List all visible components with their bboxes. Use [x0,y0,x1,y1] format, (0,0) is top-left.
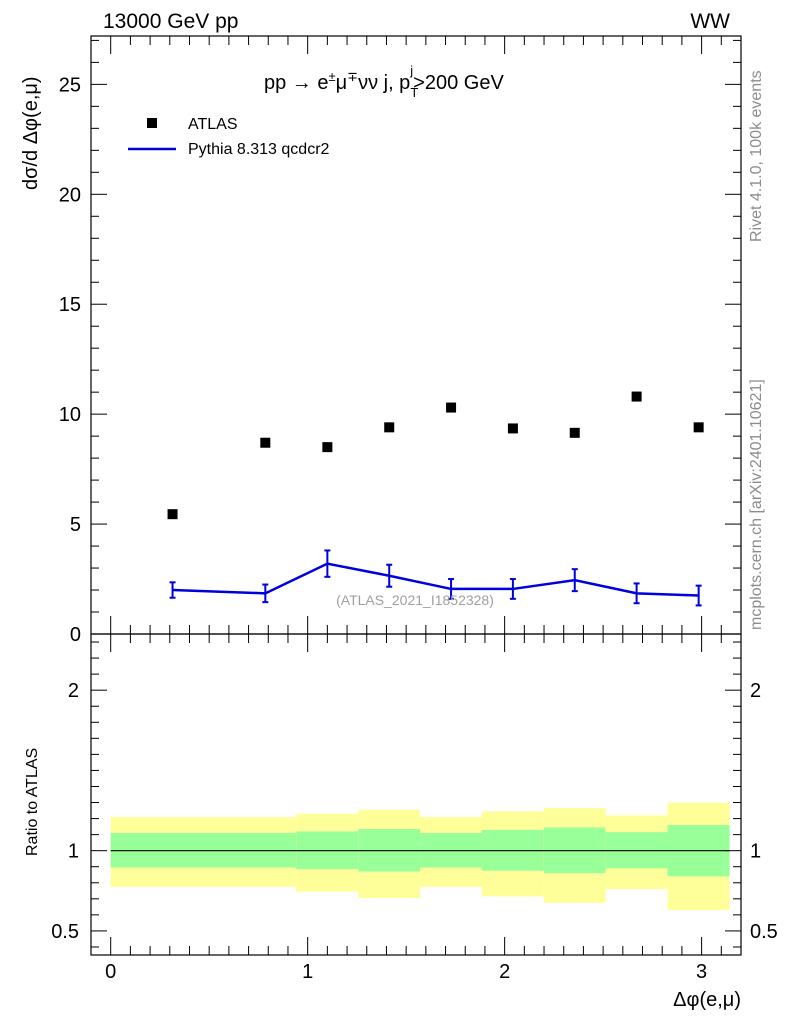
top-y-tick-label: 0 [70,624,81,646]
rivet-label: Rivet 4.1.0, 100k events [748,70,765,242]
ratio-y-axis [91,641,741,948]
atlas-point [446,402,457,413]
top-y-label: dσ/d Δφ(e,μ) [20,76,42,190]
ratio-y-tick-label: 2 [68,680,79,702]
x-tick-label: 3 [696,961,707,983]
x-tick-label: 1 [302,961,313,983]
pythia-line [172,562,699,597]
top-y-axis [91,39,741,635]
plot-title: pp → e±μ∓νν j, pTj>200 GeV [264,63,504,100]
top-y-tick-label: 20 [59,184,81,206]
ratio-x-axis: 0 1 2 3 [90,634,742,983]
atlas-point [384,422,395,433]
ratio-y-label: Ratio to ATLAS [24,748,41,856]
ratio-y-tick-label: 0.5 [51,921,79,943]
atlas-series [167,391,704,520]
x-tick-label: 2 [499,961,510,983]
ratio-plot: 0.5 0.5 1 1 2 2 0 1 2 3 Ratio to ATLAS Δφ(e,μ) [24,633,778,1011]
ratio-y-tick-labels: 0.5 0.5 1 1 2 2 [51,680,778,943]
pythia-series [169,549,702,607]
analysis-annotation: (ATLAS_2021_I1852328) [336,592,494,608]
atlas-point [569,427,580,438]
atlas-point [322,442,333,453]
atlas-point [167,509,178,520]
atlas-point [507,423,518,434]
top-y-tick-label: 25 [59,74,81,96]
legend-atlas-marker [147,118,157,128]
atlas-point [631,391,642,402]
main-plot: 0 5 10 15 20 25 pp → e±μ∓νν j, pTj>200 GeV AT… [20,35,742,646]
mcplots-label: mcplots.cern.ch [arXiv:2401.10621] [748,379,765,630]
ratio-y-tick-label-right: 2 [750,680,761,702]
ratio-y-tick-label-right: 1 [750,841,761,863]
top-y-tick-label: 10 [59,404,81,426]
header-left: 13000 GeV pp [103,10,238,33]
top-y-tick-label: 5 [70,514,81,536]
ratio-frame [90,633,742,956]
atlas-point [260,437,271,448]
ratio-y-tick-label-right: 0.5 [750,921,778,943]
x-tick-label: 0 [105,961,116,983]
top-y-tick-label: 15 [59,294,81,316]
legend-pythia-label: Pythia 8.313 qcdcr2 [188,141,330,158]
ratio-bands [110,802,730,911]
legend-atlas-label: ATLAS [188,116,238,133]
ratio-y-tick-label: 1 [68,841,79,863]
header-right: WW [690,10,730,33]
top-y-tick-labels: 0 5 10 15 20 25 [59,74,81,646]
atlas-point [693,422,704,433]
x-axis-label: Δφ(e,μ) [673,989,741,1011]
